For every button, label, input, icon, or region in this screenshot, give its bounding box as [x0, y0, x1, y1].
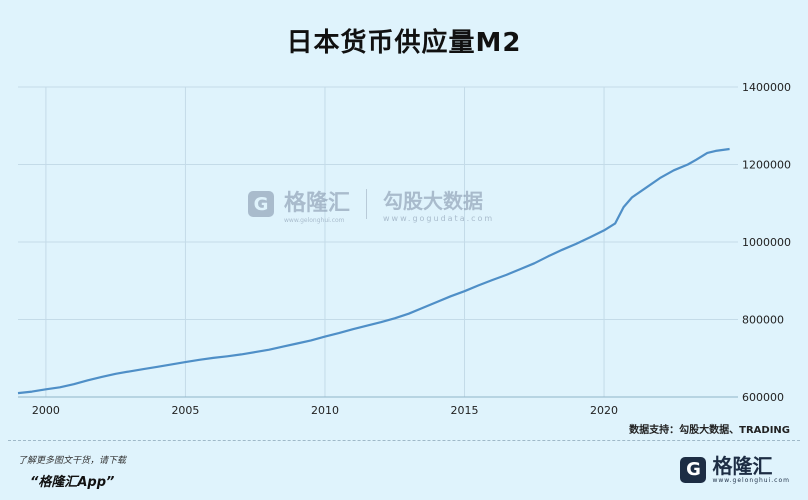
- series-line: [17, 147, 730, 395]
- x-tick-label: 2020: [590, 404, 618, 417]
- watermark-sub-url: www.gelonghui.com: [284, 216, 345, 224]
- y-tick-label: 800000: [742, 314, 784, 327]
- x-tick-label: 2000: [32, 404, 60, 417]
- x-tick-label: 2005: [171, 404, 199, 417]
- watermark-logo-icon: G: [248, 191, 274, 217]
- chart-title: 日本货币供应量M2: [286, 28, 522, 58]
- y-tick-label: 1200000: [742, 159, 791, 172]
- y-tick-label: 1400000: [742, 81, 791, 94]
- watermark-separator: [366, 189, 368, 219]
- data-source: 数据支持：勾股大数据、TRADING: [629, 425, 790, 436]
- x-tick-label: 2015: [451, 404, 479, 417]
- brand-logo: G 格隆汇 www.gelonghui.com: [680, 455, 790, 484]
- watermark-name: 格隆汇: [284, 190, 351, 216]
- brand-url: www.gelonghui.com: [712, 477, 790, 484]
- watermark-url: www.gogudata.com: [383, 214, 495, 223]
- watermark-brand: 勾股大数据: [383, 189, 484, 213]
- y-tick-label: 600000: [742, 391, 784, 404]
- x-tick-label: 2010: [311, 404, 339, 417]
- brand-name: 格隆汇: [712, 454, 773, 478]
- brand-logo-icon: G: [680, 456, 707, 483]
- promo-text: 了解更多图文干货，请下载: [18, 456, 127, 466]
- divider: [8, 440, 800, 441]
- promo-app-name: “格隆汇App”: [30, 475, 115, 490]
- watermark: G 格隆汇 www.gelonghui.com 勾股大数据 www.goguda…: [248, 186, 495, 224]
- y-tick-label: 1000000: [742, 236, 791, 249]
